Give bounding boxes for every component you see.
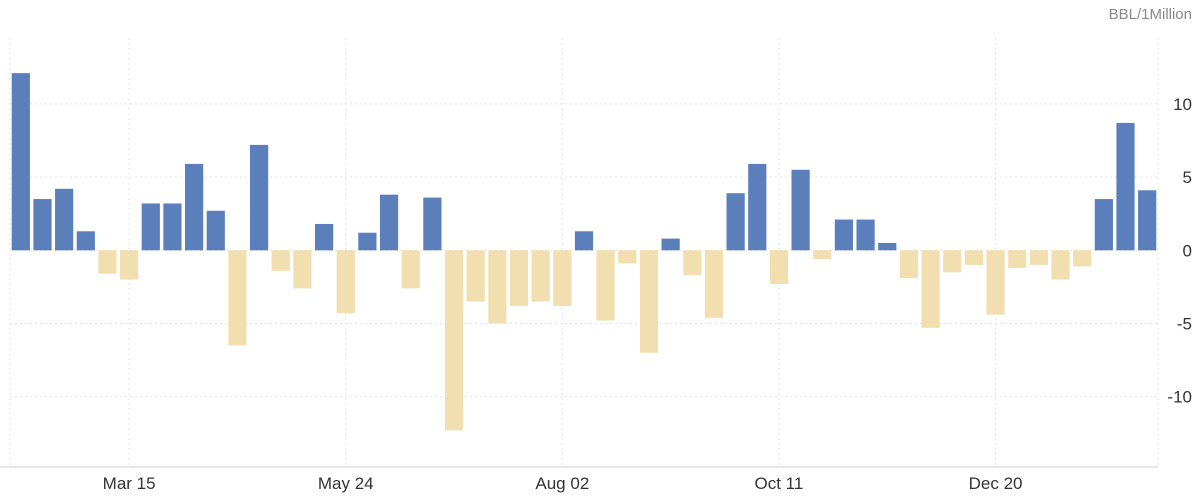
bar-negative[interactable] xyxy=(921,250,940,328)
bar-positive[interactable] xyxy=(206,210,225,251)
bar-negative[interactable] xyxy=(683,250,702,276)
bar-negative[interactable] xyxy=(509,250,529,306)
x-tick-label: Dec 20 xyxy=(969,474,1023,493)
y-axis-ticks: 10 5 0 -5 -10 xyxy=(1167,95,1192,407)
bar-negative[interactable] xyxy=(120,250,139,280)
bar-positive[interactable] xyxy=(141,203,160,251)
bar-negative[interactable] xyxy=(466,250,485,302)
bar-negative[interactable] xyxy=(1029,250,1048,265)
bar-positive[interactable] xyxy=(379,194,399,251)
bar-negative[interactable] xyxy=(444,250,464,431)
unit-label: BBL/1Million xyxy=(1109,6,1192,23)
bar-negative[interactable] xyxy=(964,250,983,265)
bar-negative[interactable] xyxy=(553,250,572,306)
bar-positive[interactable] xyxy=(856,219,875,251)
bar-positive[interactable] xyxy=(791,169,810,251)
bar-negative[interactable] xyxy=(98,250,117,274)
bar-positive[interactable] xyxy=(878,242,897,251)
bar-negative[interactable] xyxy=(1051,250,1070,280)
y-tick-label: 5 xyxy=(1183,168,1192,187)
bar-positive[interactable] xyxy=(163,203,182,251)
y-tick-label: 0 xyxy=(1183,241,1192,260)
x-tick-label: Mar 15 xyxy=(103,474,156,493)
bar-positive[interactable] xyxy=(574,231,594,251)
bar-negative[interactable] xyxy=(336,250,355,314)
bar-positive[interactable] xyxy=(834,219,854,251)
bar-negative[interactable] xyxy=(704,250,724,318)
y-tick-label: -10 xyxy=(1167,388,1192,407)
bar-positive[interactable] xyxy=(76,231,95,251)
bar-positive[interactable] xyxy=(661,238,680,251)
bar-positive[interactable] xyxy=(1116,122,1135,251)
bar-positive[interactable] xyxy=(358,232,377,251)
bar-negative[interactable] xyxy=(531,250,550,302)
bar-negative[interactable] xyxy=(618,250,637,264)
bar-positive[interactable] xyxy=(55,188,74,251)
bar-negative[interactable] xyxy=(769,250,789,284)
bars xyxy=(11,73,1157,431)
y-tick-label: 10 xyxy=(1173,95,1192,114)
bar-negative[interactable] xyxy=(228,250,247,346)
bar-negative[interactable] xyxy=(271,250,290,271)
bar-negative[interactable] xyxy=(1008,250,1027,268)
bar-positive[interactable] xyxy=(33,199,52,251)
bar-negative[interactable] xyxy=(293,250,312,289)
bar-negative[interactable] xyxy=(488,250,507,324)
bar-negative[interactable] xyxy=(899,250,919,279)
bar-negative[interactable] xyxy=(813,250,832,260)
x-tick-label: Oct 11 xyxy=(755,474,804,493)
bar-positive[interactable] xyxy=(1138,190,1157,251)
bar-positive[interactable] xyxy=(11,73,30,251)
bar-positive[interactable] xyxy=(423,197,442,251)
bar-positive[interactable] xyxy=(748,163,767,251)
bar-negative[interactable] xyxy=(596,250,615,321)
x-tick-label: May 24 xyxy=(318,474,374,493)
bar-negative[interactable] xyxy=(986,250,1005,315)
bar-positive[interactable] xyxy=(1094,199,1113,251)
bar-negative[interactable] xyxy=(639,250,659,353)
y-tick-label: -5 xyxy=(1177,315,1192,334)
bar-negative[interactable] xyxy=(943,250,962,273)
bar-negative[interactable] xyxy=(1073,250,1092,267)
x-axis-ticks: Mar 15 May 24 Aug 02 Oct 11 Dec 20 xyxy=(103,474,1023,493)
grid xyxy=(9,38,1159,467)
bar-negative[interactable] xyxy=(401,250,420,289)
bar-positive[interactable] xyxy=(314,223,334,251)
bar-positive[interactable] xyxy=(726,193,745,251)
x-tick-label: Aug 02 xyxy=(535,474,589,493)
bar-positive[interactable] xyxy=(185,163,204,251)
bar-positive[interactable] xyxy=(249,144,269,251)
